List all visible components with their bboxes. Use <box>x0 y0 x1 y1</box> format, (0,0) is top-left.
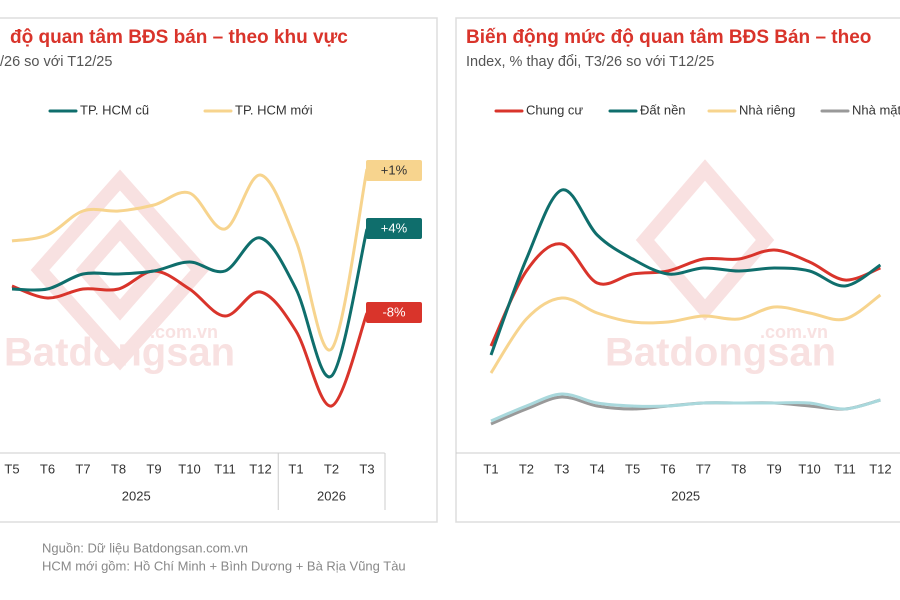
x-tick-label: T5 <box>4 461 19 476</box>
x-tick-label: T2 <box>519 461 534 476</box>
x-tick-label: T10 <box>798 461 820 476</box>
x-tick-label: T3 <box>359 461 374 476</box>
x-tick-label: T11 <box>214 461 235 476</box>
annotation: +1% <box>381 162 408 177</box>
watermark-brand: Batdongsan <box>605 331 836 375</box>
x-group-label: 2026 <box>317 488 346 503</box>
chart-title: Biến động mức độ quan tâm BĐS Bán – theo <box>466 27 871 48</box>
legend-label: TP. HCM cũ <box>80 102 149 117</box>
legend-label: Đất nền <box>640 102 686 117</box>
watermark-domain: .com.vn <box>150 322 218 342</box>
x-group-label: 2025 <box>671 488 700 503</box>
x-tick-label: T8 <box>111 461 126 476</box>
footer-note: HCM mới gồm: Hồ Chí Minh + Bình Dương + … <box>42 558 406 573</box>
x-tick-label: T1 <box>288 461 303 476</box>
x-group-label: 2025 <box>122 488 151 503</box>
chart-subtitle: Index, % thay đổi, T3/26 so với T12/25 <box>466 54 714 70</box>
annotation: -8% <box>382 304 406 319</box>
chart-title: độ quan tâm BĐS bán – theo khu vực <box>10 27 348 48</box>
series-line <box>489 293 882 374</box>
series-line <box>489 242 881 347</box>
x-tick-label: T11 <box>834 461 855 476</box>
watermark-brand: Batdongsan <box>4 331 235 375</box>
x-tick-label: T10 <box>178 461 200 476</box>
x-tick-label: T2 <box>324 461 339 476</box>
x-tick-label: T9 <box>767 461 782 476</box>
legend-label: Nhà riêng <box>739 102 795 117</box>
x-tick-label: T8 <box>731 461 746 476</box>
x-tick-label: T1 <box>483 461 498 476</box>
series-line <box>11 269 369 408</box>
annotation: +4% <box>381 220 408 235</box>
series-line <box>11 168 369 352</box>
series-line <box>11 228 369 379</box>
watermark-domain: .com.vn <box>760 322 828 342</box>
x-tick-label: T9 <box>146 461 161 476</box>
legend-label: TP. HCM mới <box>235 102 313 117</box>
legend-label: Chung cư <box>526 102 583 117</box>
chart-subtitle: /26 so với T12/25 <box>0 54 112 70</box>
x-tick-label: T6 <box>40 461 55 476</box>
x-tick-label: T12 <box>869 461 891 476</box>
x-tick-label: T7 <box>75 461 90 476</box>
x-tick-label: T4 <box>590 461 605 476</box>
series-line <box>489 188 882 356</box>
footer-source: Nguồn: Dữ liệu Batdongsan.com.vn <box>42 540 248 555</box>
x-tick-label: T6 <box>660 461 675 476</box>
x-tick-label: T3 <box>554 461 569 476</box>
annotation-box <box>366 302 422 323</box>
panel <box>0 17 438 523</box>
x-tick-label: T7 <box>696 461 711 476</box>
legend-label: Nhà mặt <box>852 102 900 117</box>
annotation-box <box>366 218 422 239</box>
series-line <box>490 392 881 423</box>
x-tick-label: T5 <box>625 461 640 476</box>
x-tick-label: T12 <box>249 461 271 476</box>
annotation-box <box>366 160 422 181</box>
